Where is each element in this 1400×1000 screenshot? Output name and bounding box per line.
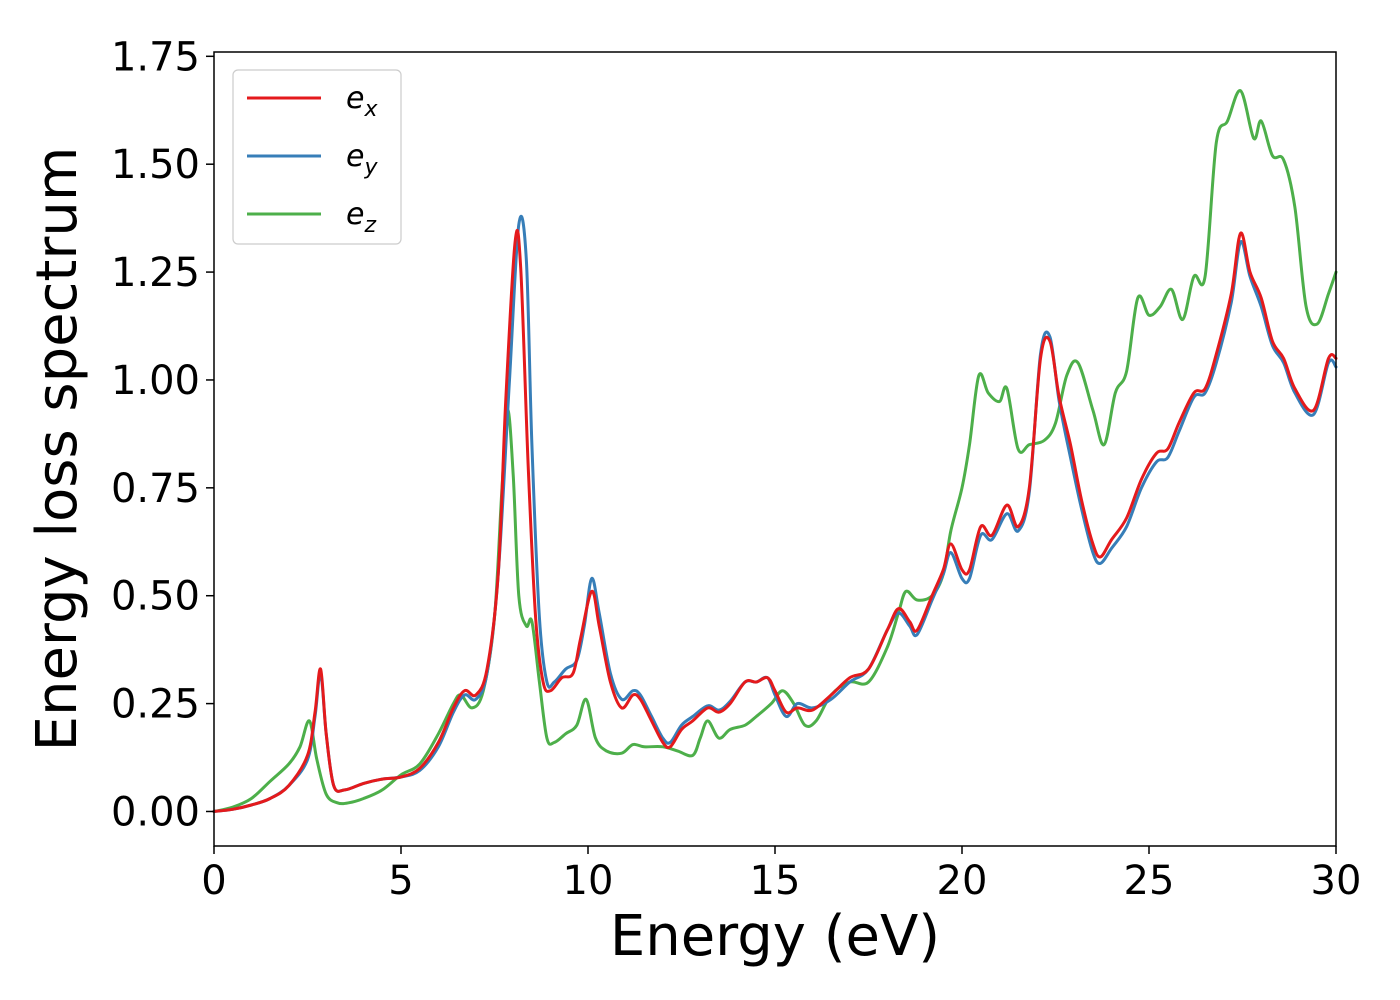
x-tick-label: 15 bbox=[750, 858, 801, 904]
x-axis: 0 5 10 15 20 25 30 bbox=[201, 846, 1361, 904]
legend-label-base: e bbox=[346, 81, 364, 116]
legend-label-ey: ey bbox=[346, 139, 378, 180]
y-tick-label: 1.50 bbox=[111, 142, 200, 188]
y-tick-label: 0.25 bbox=[111, 682, 200, 728]
y-axis-title: Energy loss spectrum bbox=[25, 147, 90, 752]
y-tick-label: 0.75 bbox=[111, 466, 200, 512]
y-axis: 0.00 0.25 0.50 0.75 1.00 1.25 1.50 1.75 bbox=[111, 34, 214, 835]
legend-label-subscript: z bbox=[363, 213, 376, 238]
y-tick-label: 0.50 bbox=[111, 574, 200, 620]
legend-label-base: e bbox=[346, 139, 364, 174]
x-tick-label: 10 bbox=[563, 858, 614, 904]
y-tick-label: 0.00 bbox=[111, 789, 200, 835]
x-tick-label: 25 bbox=[1124, 858, 1175, 904]
legend-label-ez: ez bbox=[346, 197, 376, 238]
series-line-ex bbox=[212, 228, 1338, 813]
y-tick-label: 1.25 bbox=[111, 250, 200, 296]
y-tick-label: 1.75 bbox=[111, 34, 200, 80]
x-axis-title: Energy (eV) bbox=[610, 904, 940, 969]
series-layer bbox=[212, 89, 1338, 813]
x-tick-label: 0 bbox=[201, 858, 226, 904]
series-line-ez bbox=[212, 89, 1338, 813]
legend-label-subscript: x bbox=[363, 97, 378, 122]
legend-label-ex: ex bbox=[346, 81, 378, 122]
x-tick-label: 20 bbox=[937, 858, 988, 904]
x-tick-label: 5 bbox=[388, 858, 413, 904]
legend-label-base: e bbox=[346, 197, 364, 232]
legend-label-subscript: y bbox=[363, 155, 378, 180]
x-tick-label: 30 bbox=[1311, 858, 1362, 904]
y-tick-label: 1.00 bbox=[111, 358, 200, 404]
